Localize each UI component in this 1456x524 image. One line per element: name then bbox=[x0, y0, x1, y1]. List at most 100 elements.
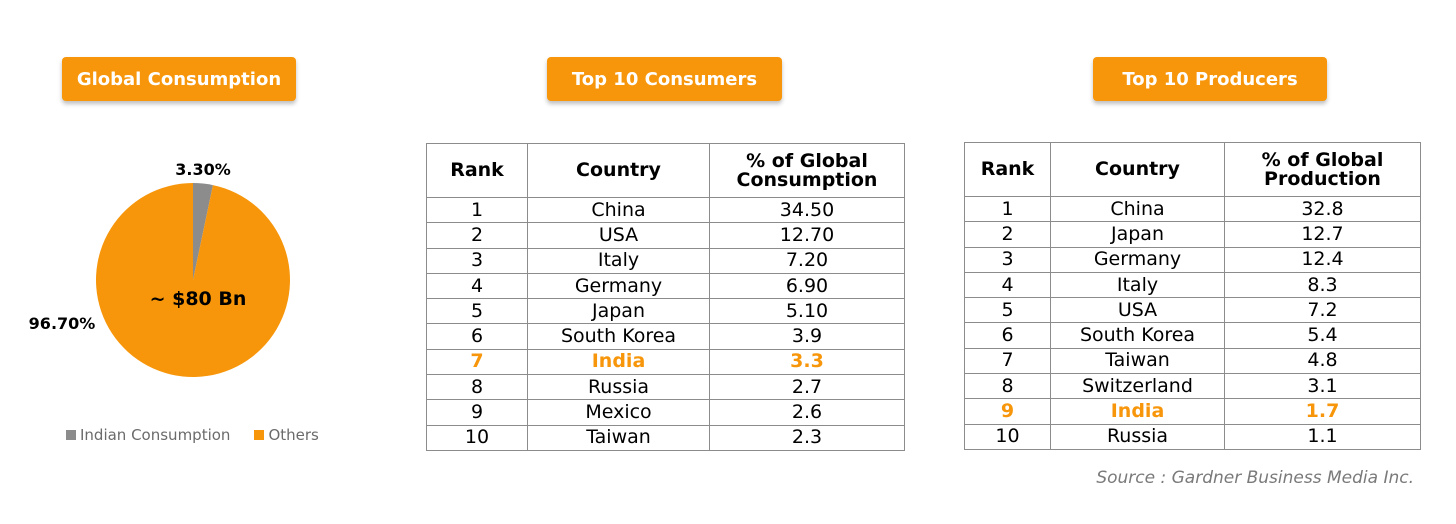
cell-percent: 2.6 bbox=[709, 399, 905, 426]
cell-country: Russia bbox=[527, 374, 710, 401]
table-row: 9 Mexico 2.6 bbox=[426, 399, 905, 426]
table-row: 7 India 3.3 bbox=[426, 348, 905, 376]
cell-percent: 12.70 bbox=[709, 222, 905, 249]
legend-swatch-others bbox=[254, 430, 265, 440]
legend-label-others: Others bbox=[268, 426, 319, 444]
pie-center-label: ~ $80 Bn bbox=[150, 288, 247, 310]
header-country: Country bbox=[527, 143, 710, 198]
cell-rank: 10 bbox=[964, 423, 1051, 450]
cell-rank: 3 bbox=[964, 246, 1051, 273]
cell-country: Mexico bbox=[527, 399, 710, 426]
cell-rank: 4 bbox=[426, 272, 528, 300]
legend-item-others: Others bbox=[254, 426, 319, 444]
cell-country: China bbox=[527, 196, 710, 224]
cell-rank: 9 bbox=[964, 398, 1051, 425]
table-header-row: Rank Country % of Global Production bbox=[964, 142, 1421, 197]
cell-rank: 8 bbox=[964, 373, 1051, 400]
header-rank: Rank bbox=[964, 142, 1051, 197]
cell-percent: 2.3 bbox=[709, 424, 905, 451]
cell-rank: 1 bbox=[964, 195, 1051, 223]
cell-rank: 3 bbox=[426, 247, 528, 274]
table-row: 4 Italy 8.3 bbox=[964, 271, 1421, 299]
table-row: 3 Italy 7.20 bbox=[426, 247, 905, 274]
cell-country: Switzerland bbox=[1050, 373, 1225, 400]
top-producers-table: Rank Country % of Global Production 1 Chi… bbox=[964, 142, 1421, 450]
cell-percent: 7.20 bbox=[709, 247, 905, 274]
cell-country: Italy bbox=[1050, 271, 1225, 299]
cell-country: Taiwan bbox=[527, 424, 710, 451]
table-row: 5 USA 7.2 bbox=[964, 297, 1421, 324]
legend-swatch-indian bbox=[66, 430, 76, 440]
cell-rank: 9 bbox=[426, 399, 528, 426]
top-producers-heading: Top 10 Producers bbox=[1093, 57, 1327, 101]
cell-percent: 32.8 bbox=[1224, 195, 1421, 223]
table-row: 3 Germany 12.4 bbox=[964, 246, 1421, 273]
cell-country: Italy bbox=[527, 247, 710, 274]
cell-percent: 2.7 bbox=[709, 374, 905, 401]
table-row: 2 Japan 12.7 bbox=[964, 221, 1421, 248]
cell-rank: 1 bbox=[426, 196, 528, 224]
cell-percent: 3.1 bbox=[1224, 373, 1421, 400]
cell-rank: 2 bbox=[426, 222, 528, 249]
slice-label-others: 96.70% bbox=[29, 314, 96, 333]
cell-rank: 7 bbox=[426, 348, 528, 376]
cell-percent: 34.50 bbox=[709, 196, 905, 224]
cell-country: Japan bbox=[527, 298, 710, 325]
cell-percent: 6.90 bbox=[709, 272, 905, 300]
cell-rank: 10 bbox=[426, 424, 528, 451]
slice-label-indian: 3.30% bbox=[175, 160, 231, 179]
cell-country: China bbox=[1050, 195, 1225, 223]
cell-rank: 6 bbox=[426, 323, 528, 350]
top-consumers-table: Rank Country % of Global Consumption 1 Ch… bbox=[426, 143, 905, 451]
cell-country: Germany bbox=[527, 272, 710, 300]
table-row: 8 Russia 2.7 bbox=[426, 374, 905, 401]
cell-country: India bbox=[1050, 398, 1225, 425]
top-consumers-heading: Top 10 Consumers bbox=[547, 57, 782, 101]
cell-rank: 5 bbox=[964, 297, 1051, 324]
cell-percent: 7.2 bbox=[1224, 297, 1421, 324]
header-country: Country bbox=[1050, 142, 1225, 197]
table-row: 6 South Korea 3.9 bbox=[426, 323, 905, 350]
cell-percent: 3.9 bbox=[709, 323, 905, 350]
pie-legend: Indian Consumption Others bbox=[66, 426, 319, 444]
cell-percent: 12.7 bbox=[1224, 221, 1421, 248]
pie-slice-others bbox=[95, 183, 290, 377]
legend-item-indian: Indian Consumption bbox=[66, 426, 230, 444]
cell-percent: 4.8 bbox=[1224, 347, 1421, 375]
table-row: 5 Japan 5.10 bbox=[426, 298, 905, 325]
cell-country: India bbox=[527, 348, 710, 376]
cell-country: USA bbox=[1050, 297, 1225, 324]
table-row: 4 Germany 6.90 bbox=[426, 272, 905, 300]
global-consumption-heading: Global Consumption bbox=[62, 57, 296, 101]
cell-rank: 7 bbox=[964, 347, 1051, 375]
cell-percent: 8.3 bbox=[1224, 271, 1421, 299]
cell-percent: 1.1 bbox=[1224, 423, 1421, 450]
cell-percent: 3.3 bbox=[709, 348, 905, 376]
header-rank: Rank bbox=[426, 143, 528, 198]
legend-label-indian: Indian Consumption bbox=[80, 426, 231, 444]
table-row: 1 China 34.50 bbox=[426, 196, 905, 224]
table-row: 10 Russia 1.1 bbox=[964, 423, 1421, 450]
cell-country: Russia bbox=[1050, 423, 1225, 450]
consumption-pie-chart: 3.30% 96.70% ~ $80 Bn bbox=[29, 160, 290, 377]
cell-percent: 5.4 bbox=[1224, 322, 1421, 349]
source-note: Source : Gardner Business Media Inc. bbox=[1096, 468, 1414, 488]
cell-percent: 5.10 bbox=[709, 298, 905, 325]
cell-country: Japan bbox=[1050, 221, 1225, 248]
table-row: 9 India 1.7 bbox=[964, 398, 1421, 425]
cell-country: Taiwan bbox=[1050, 347, 1225, 375]
cell-country: Germany bbox=[1050, 246, 1225, 273]
table-row: 6 South Korea 5.4 bbox=[964, 322, 1421, 349]
table-header-row: Rank Country % of Global Consumption bbox=[426, 143, 905, 198]
cell-rank: 6 bbox=[964, 322, 1051, 349]
cell-country: USA bbox=[527, 222, 710, 249]
cell-percent: 12.4 bbox=[1224, 246, 1421, 273]
cell-rank: 4 bbox=[964, 271, 1051, 299]
cell-rank: 8 bbox=[426, 374, 528, 401]
table-row: 8 Switzerland 3.1 bbox=[964, 373, 1421, 400]
header-percent: % of Global Consumption bbox=[709, 143, 905, 198]
pie-slice-indian bbox=[193, 183, 213, 280]
table-row: 7 Taiwan 4.8 bbox=[964, 347, 1421, 375]
cell-percent: 1.7 bbox=[1224, 398, 1421, 425]
cell-country: South Korea bbox=[1050, 322, 1225, 349]
